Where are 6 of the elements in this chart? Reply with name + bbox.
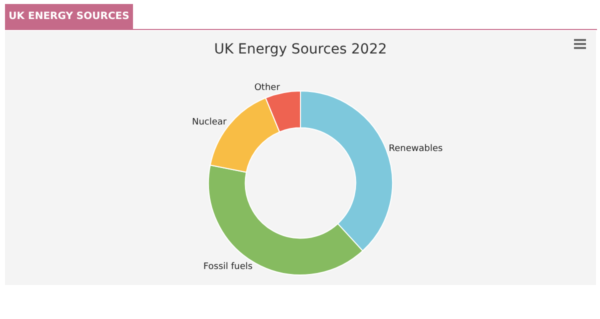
slice-label: Fossil fuels: [203, 262, 253, 272]
chart-title: UK Energy Sources 2022: [214, 42, 387, 58]
text: UK ENERGY SOURCES: [5, 4, 133, 29]
slice-label: Renewables: [388, 144, 444, 154]
slice-label: Nuclear: [192, 118, 227, 128]
slice-label: Other: [254, 82, 280, 93]
